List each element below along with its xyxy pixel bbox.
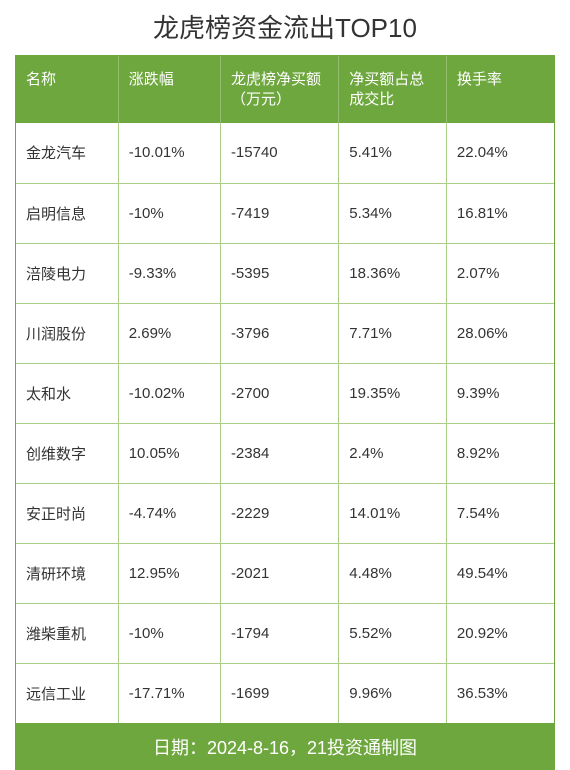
cell-ratio: 18.36% xyxy=(339,243,447,303)
cell-name: 涪陵电力 xyxy=(16,243,118,303)
table-row: 安正时尚-4.74%-222914.01%7.54% xyxy=(16,483,554,543)
cell-netbuy: -2229 xyxy=(220,483,338,543)
col-header-change: 涨跌幅 xyxy=(118,56,220,123)
cell-turnover: 9.39% xyxy=(446,363,554,423)
cell-turnover: 36.53% xyxy=(446,663,554,723)
table-row: 潍柴重机-10%-17945.52%20.92% xyxy=(16,603,554,663)
cell-change: -10.02% xyxy=(118,363,220,423)
col-header-netbuy: 龙虎榜净买额（万元） xyxy=(220,56,338,123)
cell-netbuy: -3796 xyxy=(220,303,338,363)
cell-netbuy: -1794 xyxy=(220,603,338,663)
cell-netbuy: -2384 xyxy=(220,423,338,483)
cell-ratio: 2.4% xyxy=(339,423,447,483)
cell-name: 安正时尚 xyxy=(16,483,118,543)
cell-ratio: 5.52% xyxy=(339,603,447,663)
cell-change: -17.71% xyxy=(118,663,220,723)
cell-change: 12.95% xyxy=(118,543,220,603)
col-header-ratio: 净买额占总成交比 xyxy=(339,56,447,123)
cell-name: 启明信息 xyxy=(16,183,118,243)
cell-turnover: 7.54% xyxy=(446,483,554,543)
table-row: 太和水-10.02%-270019.35%9.39% xyxy=(16,363,554,423)
cell-turnover: 22.04% xyxy=(446,123,554,183)
cell-change: 10.05% xyxy=(118,423,220,483)
header-row: 名称 涨跌幅 龙虎榜净买额（万元） 净买额占总成交比 换手率 xyxy=(16,56,554,123)
cell-change: 2.69% xyxy=(118,303,220,363)
col-header-name: 名称 xyxy=(16,56,118,123)
cell-netbuy: -7419 xyxy=(220,183,338,243)
cell-change: -4.74% xyxy=(118,483,220,543)
footer: 日期：2024-8-16，21投资通制图 xyxy=(15,724,555,770)
cell-turnover: 8.92% xyxy=(446,423,554,483)
cell-netbuy: -2700 xyxy=(220,363,338,423)
cell-change: -10.01% xyxy=(118,123,220,183)
cell-netbuy: -5395 xyxy=(220,243,338,303)
cell-ratio: 9.96% xyxy=(339,663,447,723)
table-row: 启明信息-10%-74195.34%16.81% xyxy=(16,183,554,243)
cell-netbuy: -15740 xyxy=(220,123,338,183)
col-header-turnover: 换手率 xyxy=(446,56,554,123)
cell-name: 金龙汽车 xyxy=(16,123,118,183)
table-container: 龙虎榜资金流出TOP10 名称 涨跌幅 龙虎榜净买额（万元） 净买额占总成交比 … xyxy=(0,0,570,770)
cell-name: 太和水 xyxy=(16,363,118,423)
cell-ratio: 14.01% xyxy=(339,483,447,543)
cell-name: 远信工业 xyxy=(16,663,118,723)
cell-turnover: 16.81% xyxy=(446,183,554,243)
table-row: 金龙汽车-10.01%-157405.41%22.04% xyxy=(16,123,554,183)
cell-ratio: 5.41% xyxy=(339,123,447,183)
cell-ratio: 19.35% xyxy=(339,363,447,423)
cell-name: 清研环境 xyxy=(16,543,118,603)
table-row: 创维数字10.05%-23842.4%8.92% xyxy=(16,423,554,483)
cell-name: 创维数字 xyxy=(16,423,118,483)
cell-turnover: 20.92% xyxy=(446,603,554,663)
cell-ratio: 4.48% xyxy=(339,543,447,603)
cell-turnover: 2.07% xyxy=(446,243,554,303)
cell-ratio: 7.71% xyxy=(339,303,447,363)
table-row: 涪陵电力-9.33%-539518.36%2.07% xyxy=(16,243,554,303)
cell-name: 潍柴重机 xyxy=(16,603,118,663)
table-body: 金龙汽车-10.01%-157405.41%22.04%启明信息-10%-741… xyxy=(16,123,554,723)
table-row: 川润股份2.69%-37967.71%28.06% xyxy=(16,303,554,363)
table-row: 远信工业-17.71%-16999.96%36.53% xyxy=(16,663,554,723)
cell-change: -9.33% xyxy=(118,243,220,303)
cell-turnover: 28.06% xyxy=(446,303,554,363)
cell-change: -10% xyxy=(118,603,220,663)
page-title: 龙虎榜资金流出TOP10 xyxy=(153,8,417,45)
table-row: 清研环境12.95%-20214.48%49.54% xyxy=(16,543,554,603)
outflow-table: 名称 涨跌幅 龙虎榜净买额（万元） 净买额占总成交比 换手率 金龙汽车-10.0… xyxy=(16,56,554,723)
cell-name: 川润股份 xyxy=(16,303,118,363)
cell-netbuy: -2021 xyxy=(220,543,338,603)
cell-ratio: 5.34% xyxy=(339,183,447,243)
table-wrapper: 名称 涨跌幅 龙虎榜净买额（万元） 净买额占总成交比 换手率 金龙汽车-10.0… xyxy=(15,55,555,724)
cell-netbuy: -1699 xyxy=(220,663,338,723)
cell-turnover: 49.54% xyxy=(446,543,554,603)
cell-change: -10% xyxy=(118,183,220,243)
